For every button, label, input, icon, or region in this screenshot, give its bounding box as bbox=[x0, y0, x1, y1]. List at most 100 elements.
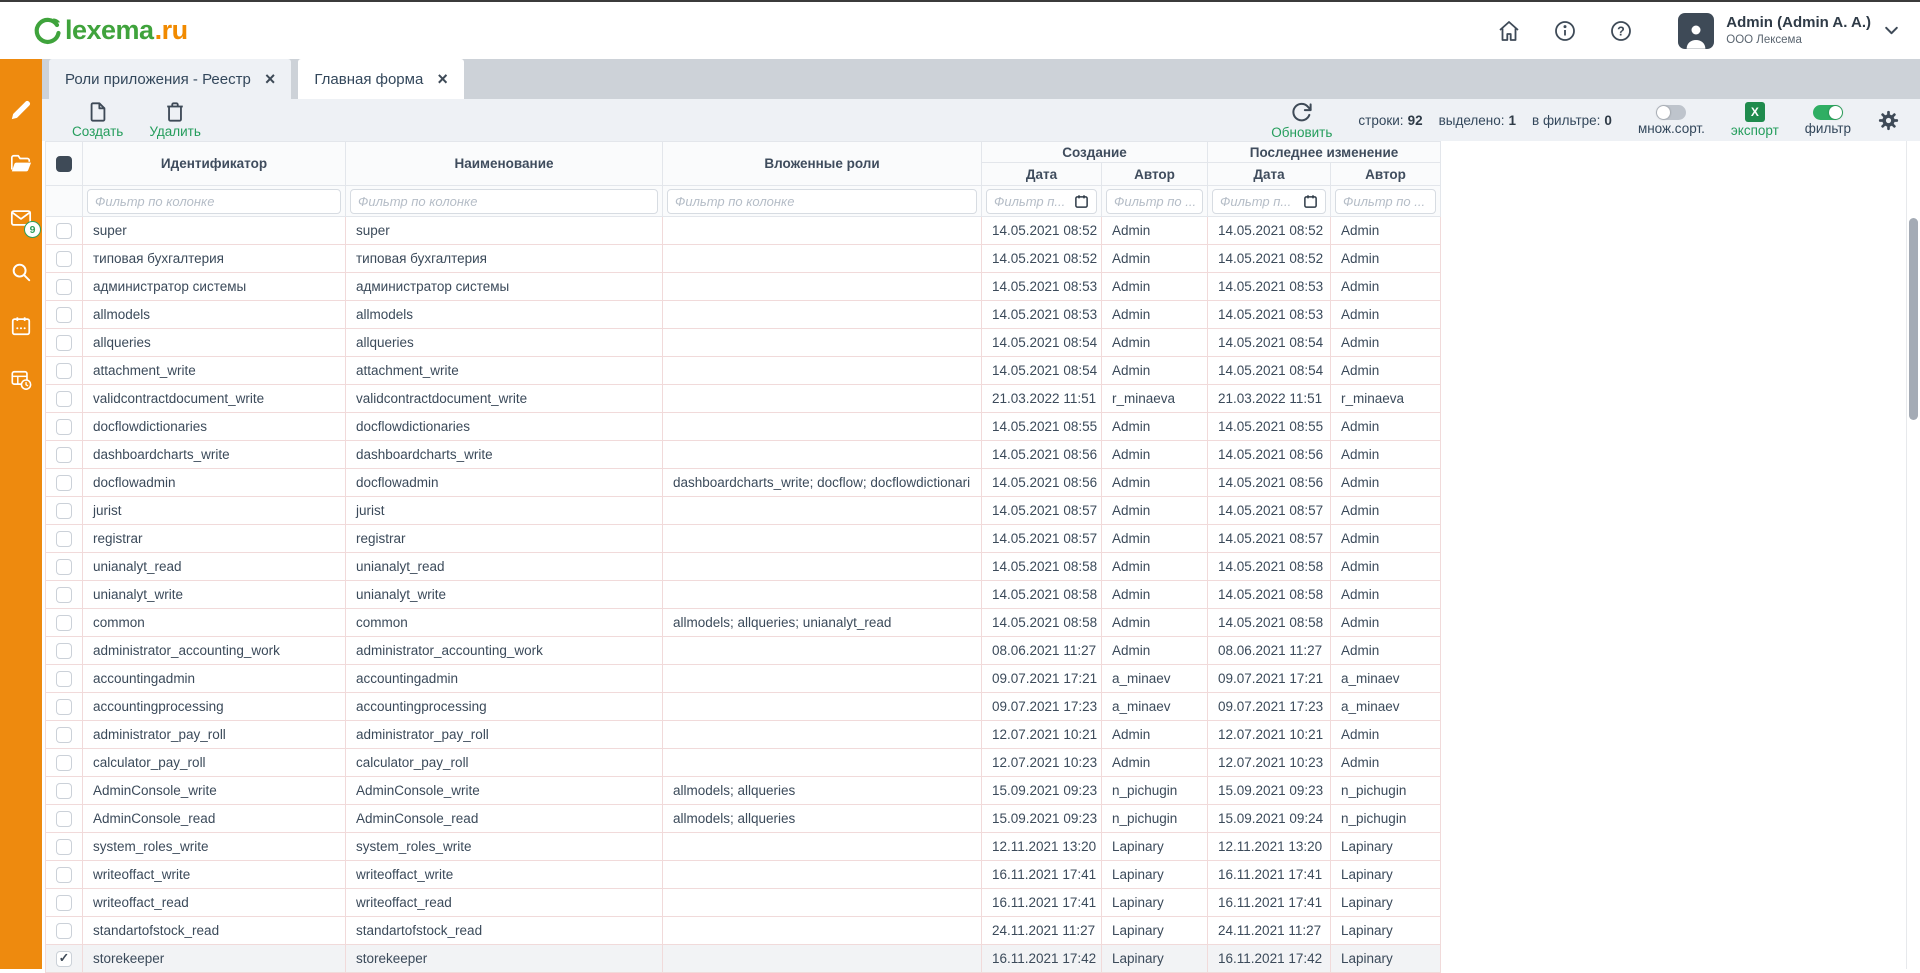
column-header-nested[interactable]: Вложенные роли bbox=[663, 142, 982, 186]
modified-date-filter-input[interactable] bbox=[1220, 194, 1299, 209]
home-icon[interactable] bbox=[1496, 18, 1522, 44]
row-checkbox[interactable]: ✓ bbox=[56, 951, 72, 967]
table-row[interactable]: attachment_write attachment_write 14.05.… bbox=[46, 357, 1441, 385]
table-row[interactable]: docflowadmin docflowadmin dashboardchart… bbox=[46, 469, 1441, 497]
column-header-modified-author[interactable]: Автор bbox=[1331, 163, 1441, 186]
app-logo[interactable]: lexema .ru bbox=[32, 15, 188, 46]
row-checkbox[interactable] bbox=[56, 615, 72, 631]
cell-created-author: Admin bbox=[1102, 525, 1208, 553]
table-row[interactable]: unianalyt_read unianalyt_read 14.05.2021… bbox=[46, 553, 1441, 581]
mail-icon[interactable]: 9 bbox=[10, 207, 32, 229]
row-checkbox[interactable] bbox=[56, 699, 72, 715]
vertical-scrollbar[interactable] bbox=[1906, 141, 1920, 969]
calendar-picker-icon[interactable] bbox=[1303, 194, 1318, 209]
table-row[interactable]: administrator_pay_roll administrator_pay… bbox=[46, 721, 1441, 749]
row-checkbox[interactable] bbox=[56, 503, 72, 519]
calendar-picker-icon[interactable] bbox=[1074, 194, 1089, 209]
multisort-toggle[interactable]: множ.сорт. bbox=[1638, 105, 1705, 136]
table-row[interactable]: validcontractdocument_write validcontrac… bbox=[46, 385, 1441, 413]
row-checkbox[interactable] bbox=[56, 475, 72, 491]
column-header-name[interactable]: Наименование bbox=[346, 142, 663, 186]
scrollbar-thumb[interactable] bbox=[1909, 218, 1918, 420]
tab-close-icon[interactable]: × bbox=[265, 70, 276, 88]
settings-gear-icon[interactable] bbox=[1877, 109, 1900, 132]
table-row[interactable]: allqueries allqueries 14.05.2021 08:54 A… bbox=[46, 329, 1441, 357]
info-icon[interactable] bbox=[1552, 18, 1578, 44]
table-row[interactable]: dashboardcharts_write dashboardcharts_wr… bbox=[46, 441, 1441, 469]
tab-close-icon[interactable]: × bbox=[437, 70, 448, 88]
column-header-created-date[interactable]: Дата bbox=[982, 163, 1102, 186]
table-row[interactable]: allmodels allmodels 14.05.2021 08:53 Adm… bbox=[46, 301, 1441, 329]
report-clock-icon[interactable] bbox=[10, 369, 32, 391]
search-icon[interactable] bbox=[10, 261, 32, 283]
row-checkbox[interactable] bbox=[56, 391, 72, 407]
nested-roles-filter-input[interactable] bbox=[675, 194, 969, 209]
row-checkbox[interactable] bbox=[56, 839, 72, 855]
table-row[interactable]: administrator_accounting_work administra… bbox=[46, 637, 1441, 665]
row-checkbox[interactable] bbox=[56, 447, 72, 463]
delete-button[interactable]: Удалить bbox=[149, 101, 201, 139]
row-checkbox[interactable] bbox=[56, 923, 72, 939]
help-icon[interactable]: ? bbox=[1608, 18, 1634, 44]
row-checkbox[interactable] bbox=[56, 783, 72, 799]
table-row[interactable]: jurist jurist 14.05.2021 08:57 Admin 14.… bbox=[46, 497, 1441, 525]
row-checkbox[interactable] bbox=[56, 419, 72, 435]
calendar-icon[interactable] bbox=[10, 315, 32, 337]
table-row[interactable]: ✓ storekeeper storekeeper 16.11.2021 17:… bbox=[46, 945, 1441, 973]
table-row[interactable]: AdminConsole_write AdminConsole_write al… bbox=[46, 777, 1441, 805]
table-row[interactable]: accountingprocessing accountingprocessin… bbox=[46, 693, 1441, 721]
row-checkbox[interactable] bbox=[56, 867, 72, 883]
name-filter-input[interactable] bbox=[358, 194, 650, 209]
toggle-off-icon[interactable] bbox=[1656, 105, 1686, 120]
row-checkbox[interactable] bbox=[56, 755, 72, 771]
identifier-filter-input[interactable] bbox=[95, 194, 333, 209]
row-checkbox[interactable] bbox=[56, 643, 72, 659]
table-row[interactable]: writeoffact_write writeoffact_write 16.1… bbox=[46, 861, 1441, 889]
row-checkbox[interactable] bbox=[56, 307, 72, 323]
edit-pencil-icon[interactable] bbox=[10, 99, 32, 121]
row-checkbox[interactable] bbox=[56, 335, 72, 351]
table-row[interactable]: calculator_pay_roll calculator_pay_roll … bbox=[46, 749, 1441, 777]
tab-main-form[interactable]: Главная форма × bbox=[298, 59, 463, 99]
cell-created-date: 14.05.2021 08:58 bbox=[982, 553, 1102, 581]
select-all-checkbox[interactable] bbox=[56, 156, 72, 172]
column-header-created-author[interactable]: Автор bbox=[1102, 163, 1208, 186]
row-checkbox[interactable] bbox=[56, 223, 72, 239]
created-author-filter-input[interactable] bbox=[1114, 194, 1195, 209]
row-checkbox[interactable] bbox=[56, 895, 72, 911]
table-row[interactable]: типовая бухгалтерия типовая бухгалтерия … bbox=[46, 245, 1441, 273]
row-checkbox[interactable] bbox=[56, 559, 72, 575]
row-checkbox[interactable] bbox=[56, 727, 72, 743]
row-checkbox[interactable] bbox=[56, 251, 72, 267]
table-row[interactable]: администратор системы администратор сист… bbox=[46, 273, 1441, 301]
toggle-on-icon[interactable] bbox=[1813, 105, 1843, 120]
row-checkbox[interactable] bbox=[56, 811, 72, 827]
created-date-filter-input[interactable] bbox=[994, 194, 1070, 209]
table-row[interactable]: AdminConsole_read AdminConsole_read allm… bbox=[46, 805, 1441, 833]
cell-created-date: 08.06.2021 11:27 bbox=[982, 637, 1102, 665]
folder-icon[interactable] bbox=[10, 153, 32, 175]
filter-toggle[interactable]: фильтр bbox=[1805, 105, 1851, 136]
refresh-button[interactable]: Обновить bbox=[1271, 101, 1332, 140]
table-row[interactable]: super super 14.05.2021 08:52 Admin 14.05… bbox=[46, 217, 1441, 245]
column-header-identifier[interactable]: Идентификатор bbox=[83, 142, 346, 186]
table-row[interactable]: writeoffact_read writeoffact_read 16.11.… bbox=[46, 889, 1441, 917]
row-checkbox[interactable] bbox=[56, 363, 72, 379]
create-button[interactable]: Создать bbox=[72, 101, 123, 139]
table-row[interactable]: common common allmodels; allqueries; uni… bbox=[46, 609, 1441, 637]
export-button[interactable]: X экспорт bbox=[1731, 102, 1779, 138]
table-row[interactable]: standartofstock_read standartofstock_rea… bbox=[46, 917, 1441, 945]
row-checkbox[interactable] bbox=[56, 587, 72, 603]
table-row[interactable]: docflowdictionaries docflowdictionaries … bbox=[46, 413, 1441, 441]
tab-roles-registry[interactable]: Роли приложения - Реестр × bbox=[49, 59, 291, 99]
table-row[interactable]: registrar registrar 14.05.2021 08:57 Adm… bbox=[46, 525, 1441, 553]
row-checkbox[interactable] bbox=[56, 279, 72, 295]
modified-author-filter-input[interactable] bbox=[1343, 194, 1428, 209]
table-row[interactable]: system_roles_write system_roles_write 12… bbox=[46, 833, 1441, 861]
row-checkbox[interactable] bbox=[56, 671, 72, 687]
user-menu[interactable]: Admin (Admin A. A.) ООО Лексема bbox=[1678, 13, 1900, 49]
table-row[interactable]: unianalyt_write unianalyt_write 14.05.20… bbox=[46, 581, 1441, 609]
column-header-modified-date[interactable]: Дата bbox=[1208, 163, 1331, 186]
row-checkbox[interactable] bbox=[56, 531, 72, 547]
table-row[interactable]: accountingadmin accountingadmin 09.07.20… bbox=[46, 665, 1441, 693]
